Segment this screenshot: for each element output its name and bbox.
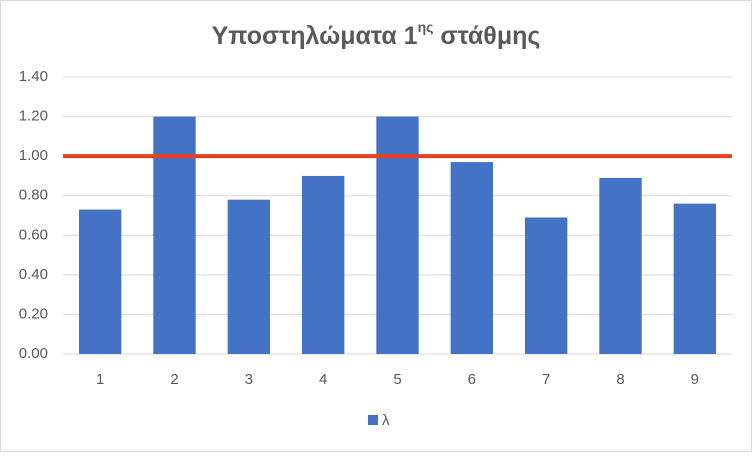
y-tick-label: 1.00 — [19, 147, 48, 164]
y-tick-label: 0.40 — [19, 266, 48, 283]
title-part: στάθμης — [433, 22, 540, 50]
y-tick-label: 0.20 — [19, 305, 48, 322]
y-tick-label: 0.60 — [19, 226, 48, 243]
x-tick-label: 6 — [468, 371, 476, 388]
bar — [599, 177, 642, 354]
y-tick-label: 1.20 — [19, 108, 48, 125]
bar — [524, 217, 568, 354]
bar — [673, 203, 717, 354]
bar — [301, 175, 345, 354]
x-tick-label: 2 — [170, 371, 178, 388]
bar — [78, 209, 122, 354]
bar — [227, 199, 271, 354]
title-part: Υποστηλώματα 1 — [212, 22, 418, 50]
legend-swatch — [368, 415, 378, 425]
x-tick-label: 4 — [319, 371, 327, 388]
x-tick-label: 1 — [96, 371, 104, 388]
legend-label: λ — [382, 412, 390, 429]
chart-title: Υποστηλώματα 1ης στάθμης — [212, 19, 541, 50]
bar — [153, 116, 196, 354]
x-tick-label: 3 — [245, 371, 253, 388]
x-tick-label: 7 — [542, 371, 550, 388]
y-tick-label: 1.40 — [19, 68, 48, 85]
title-superscript: ης — [418, 19, 434, 35]
x-tick-label: 9 — [691, 371, 699, 388]
bar — [450, 162, 494, 354]
x-tick-label: 5 — [393, 371, 401, 388]
x-tick-label: 8 — [616, 371, 624, 388]
bar — [376, 116, 419, 354]
y-tick-label: 0.80 — [19, 187, 48, 204]
y-tick-label: 0.00 — [19, 345, 48, 362]
